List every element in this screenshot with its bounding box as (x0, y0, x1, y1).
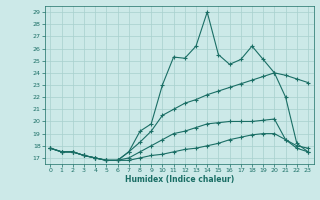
X-axis label: Humidex (Indice chaleur): Humidex (Indice chaleur) (124, 175, 234, 184)
